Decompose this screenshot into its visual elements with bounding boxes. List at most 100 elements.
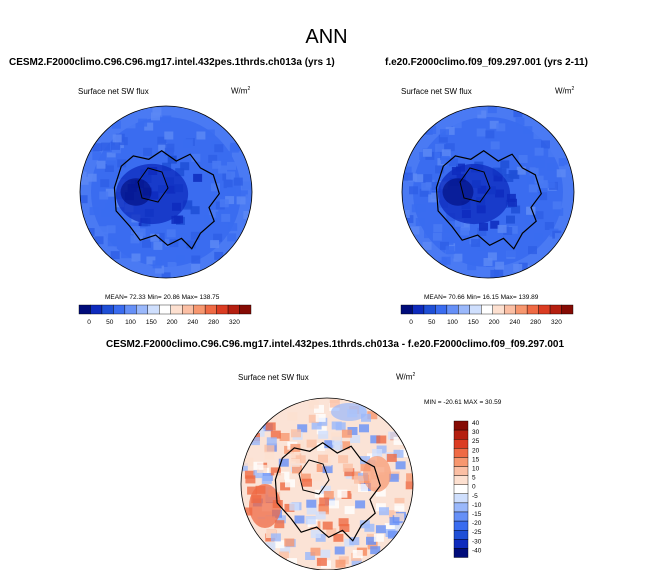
- map-cell: [245, 194, 252, 203]
- map-cell: [433, 224, 443, 233]
- map-cell: [164, 147, 174, 156]
- map-cell: [472, 106, 482, 115]
- colorbar-tick-label: 40: [472, 420, 480, 427]
- colorbar-swatch: [453, 439, 469, 449]
- map-cell: [318, 454, 328, 463]
- map-cell: [99, 191, 109, 200]
- colorbar-1: 0 50 100 150 200 240 280 320: [78, 304, 252, 326]
- map-cell: [287, 412, 298, 421]
- map-cell: [350, 435, 361, 443]
- map-cell: [534, 232, 543, 241]
- map-cell: [322, 521, 333, 530]
- map-cell: [243, 211, 252, 219]
- colorbar-swatch: [136, 304, 149, 315]
- polar-map-2: [401, 105, 575, 279]
- map-cell: [223, 180, 233, 189]
- map-cell: [432, 232, 442, 241]
- colorbar-swatch: [549, 304, 562, 315]
- map-cell: [152, 260, 162, 269]
- map-cell: [402, 177, 408, 186]
- map-cell: [294, 515, 305, 524]
- map-cell: [497, 224, 507, 233]
- map-cell: [300, 473, 311, 482]
- map-cell: [182, 201, 192, 210]
- colorbar-tick-label: -30: [472, 538, 482, 545]
- map-cell: [144, 122, 154, 131]
- panel1-units: W/m2: [231, 86, 251, 96]
- map-cell: [111, 141, 120, 150]
- map-cell: [444, 224, 453, 233]
- map-cell: [219, 199, 229, 208]
- panel3-stats: MIN = -20.61 MAX = 30.59: [424, 399, 502, 406]
- map-cell: [143, 147, 153, 156]
- map-cell: [384, 523, 395, 532]
- map-cell: [289, 502, 300, 511]
- map-cell: [190, 206, 200, 215]
- map-cell: [126, 120, 136, 129]
- map-cell: [358, 484, 368, 492]
- map-cell: [500, 160, 510, 169]
- colorbar-swatch: [453, 530, 469, 540]
- map-cell: [367, 541, 378, 550]
- map-cell: [432, 252, 442, 261]
- panel2-units: W/m2: [555, 86, 575, 96]
- coastline-3: [274, 441, 381, 542]
- map-cell: [364, 523, 375, 532]
- map-cell: [546, 162, 556, 171]
- map-cell: [490, 141, 500, 150]
- map-cell: [221, 213, 231, 222]
- map-cell: [166, 229, 176, 238]
- colorbar-tick-label: -25: [472, 529, 482, 536]
- map-cell: [308, 400, 319, 409]
- map-cell: [449, 158, 458, 167]
- map-cell: [274, 472, 285, 481]
- map-cell: [366, 536, 376, 545]
- map-cell: [249, 437, 260, 446]
- map-cell: [107, 238, 117, 247]
- colorbar-tick-label: 280: [530, 319, 541, 326]
- colorbar-tick-label: 150: [468, 319, 479, 326]
- colorbar-swatch: [453, 466, 469, 476]
- map-cell: [487, 106, 497, 114]
- map-cell: [564, 164, 574, 173]
- map-cell: [518, 262, 528, 271]
- panel3-case-title: CESM2.F2000climo.C96.C96.mg17.intel.432p…: [106, 339, 565, 350]
- map-cell: [344, 506, 355, 515]
- map-cell: [339, 524, 350, 532]
- map-cell: [394, 497, 405, 506]
- map-cell: [97, 244, 107, 253]
- map-cell: [335, 559, 346, 568]
- map-cell: [435, 165, 445, 174]
- map-cell: [361, 413, 371, 422]
- map-cell: [355, 500, 366, 509]
- map-cell: [359, 424, 369, 433]
- map-cell: [261, 475, 272, 484]
- map-cell: [460, 222, 470, 231]
- map-cell: [183, 139, 193, 148]
- map-cell: [440, 129, 449, 138]
- map-cell: [177, 232, 187, 241]
- map-cell: [386, 453, 397, 462]
- map-cell: [332, 442, 343, 451]
- map-cell: [214, 251, 224, 260]
- map-cell: [410, 226, 420, 235]
- colorbar-tick-label: 150: [146, 319, 157, 326]
- coast-greenland-3: [298, 459, 330, 495]
- map-cell: [223, 151, 232, 160]
- map-cell: [264, 451, 275, 460]
- map-cell: [215, 211, 225, 220]
- colorbar-tick-label: 25: [472, 438, 480, 445]
- colorbar-tick-label: -15: [472, 511, 482, 518]
- map-cell: [515, 117, 525, 126]
- map-cell: [490, 269, 500, 278]
- map-cell: [388, 510, 399, 519]
- map-cell: [375, 488, 386, 497]
- map-cell: [111, 120, 121, 129]
- map-cell: [435, 143, 445, 152]
- map-cell: [285, 479, 295, 488]
- map-cell: [344, 538, 355, 547]
- map-cell: [422, 241, 432, 250]
- panel1-stats: MEAN= 72.33 Min= 20.86 Max= 138.75: [105, 294, 220, 301]
- map-cell: [270, 467, 281, 476]
- map-cell: [155, 265, 165, 274]
